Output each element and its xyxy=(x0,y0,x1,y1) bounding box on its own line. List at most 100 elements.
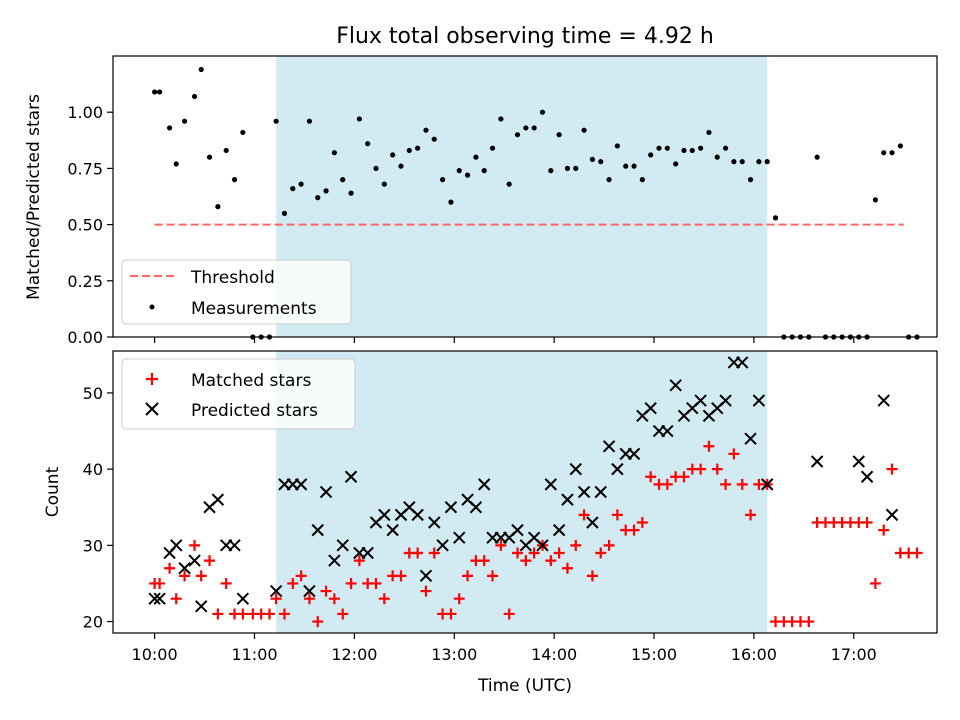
measurement-point xyxy=(381,181,387,187)
predicted-star-point xyxy=(852,455,865,468)
bot-y-tick-label: 50 xyxy=(83,384,103,403)
predicted-star-point xyxy=(195,600,208,613)
measurement-point xyxy=(323,188,329,194)
measurement-point xyxy=(756,159,762,165)
matched-star-point xyxy=(803,616,815,628)
x-tick-label: 14:00 xyxy=(531,645,577,664)
measurement-point xyxy=(722,145,729,151)
x-tick-label: 11:00 xyxy=(231,645,277,664)
measurement-point xyxy=(423,127,429,133)
top-legend: Threshold Measurements xyxy=(121,259,352,325)
matched-star-point xyxy=(678,471,690,483)
predicted-star-point xyxy=(860,470,874,483)
measurement-point xyxy=(206,154,213,160)
predicted-star-point xyxy=(269,584,283,598)
predicted-star-point xyxy=(694,394,707,407)
predicted-star-point xyxy=(536,539,549,552)
predicted-star-point xyxy=(211,493,225,506)
matched-star-point xyxy=(270,593,282,605)
predicted-star-point xyxy=(561,493,574,506)
measurement-point xyxy=(181,118,188,124)
top-frame xyxy=(112,55,938,338)
predicted-star-point xyxy=(577,485,591,499)
matched-star-point xyxy=(445,608,457,620)
measurement-point xyxy=(581,127,587,133)
measurement-point xyxy=(306,118,313,124)
matched-star-point xyxy=(570,539,582,551)
matched-star-point xyxy=(328,593,340,605)
measurement-point xyxy=(664,145,670,151)
matched-star-point xyxy=(320,585,332,597)
measurement-point xyxy=(281,210,288,216)
top-shaded-region xyxy=(276,56,768,337)
matched-star-point xyxy=(412,547,424,559)
bot-y-tick-label: 30 xyxy=(83,536,103,555)
measurement-point xyxy=(764,159,770,165)
measurement-point xyxy=(173,161,179,167)
measurement-point xyxy=(398,163,404,169)
matched-star-point xyxy=(869,577,881,589)
matched-star-point xyxy=(495,539,507,551)
matched-star-point xyxy=(179,570,191,582)
legend-measurements-swatch xyxy=(149,304,155,310)
measurement-point xyxy=(556,132,562,138)
measurement-point xyxy=(373,165,379,171)
measurement-point xyxy=(747,177,754,183)
predicted-star-point xyxy=(586,516,599,529)
measurement-point xyxy=(331,150,337,156)
bottom-legend-box xyxy=(121,358,356,430)
predicted-star-point xyxy=(428,516,441,529)
matched-star-point xyxy=(645,471,657,483)
matched-star-point xyxy=(303,593,315,605)
measurement-point xyxy=(498,116,504,122)
measurement-point xyxy=(198,66,204,73)
measurement-point xyxy=(489,145,496,151)
measurement-point xyxy=(814,154,820,160)
predicted-star-point xyxy=(478,478,491,491)
matched-star-point xyxy=(353,555,365,567)
matched-star-point xyxy=(278,608,290,620)
predicted-star-point xyxy=(386,523,399,537)
measurement-point xyxy=(573,165,579,171)
predicted-star-point xyxy=(669,379,682,392)
measurement-point xyxy=(448,199,454,205)
predicted-star-point xyxy=(602,440,616,453)
matched-star-point xyxy=(545,555,557,567)
matched-star-point xyxy=(595,547,607,559)
measurement-point xyxy=(273,118,279,124)
measurement-point xyxy=(539,109,546,115)
measurement-point xyxy=(240,129,246,136)
x-tick-label: 13:00 xyxy=(431,645,477,664)
predicted-star-point xyxy=(644,401,657,415)
matched-star-point xyxy=(428,547,440,559)
measurement-point xyxy=(731,159,737,165)
top-y-axis-label: Matched/Predicted stars xyxy=(24,94,44,300)
predicted-star-point xyxy=(153,592,166,605)
predicted-star-point xyxy=(444,501,458,514)
measurement-point xyxy=(191,93,198,100)
predicted-star-point xyxy=(228,539,241,552)
matched-star-point xyxy=(636,516,648,528)
matched-star-point xyxy=(170,593,182,605)
matched-star-point xyxy=(553,547,565,559)
measurement-point xyxy=(623,163,629,169)
matched-star-point xyxy=(195,570,207,582)
matched-star-point xyxy=(263,608,275,620)
matched-star-point xyxy=(237,608,249,620)
matched-star-point xyxy=(603,539,615,551)
measurement-point xyxy=(897,143,903,149)
predicted-star-point xyxy=(744,432,757,445)
predicted-star-point xyxy=(436,539,449,552)
top-y-tick-label: 0.50 xyxy=(67,216,103,235)
measurement-point xyxy=(390,152,396,158)
measurement-point xyxy=(215,204,221,210)
measurement-point xyxy=(157,89,163,95)
matched-star-point xyxy=(378,593,390,605)
predicted-star-point xyxy=(627,447,641,461)
measurement-point xyxy=(506,181,512,187)
measurement-point xyxy=(415,145,421,151)
predicted-star-point xyxy=(552,523,566,537)
chart-title: Flux total observing time = 4.92 h xyxy=(336,24,714,49)
bot-y-tick-label: 20 xyxy=(83,613,103,632)
